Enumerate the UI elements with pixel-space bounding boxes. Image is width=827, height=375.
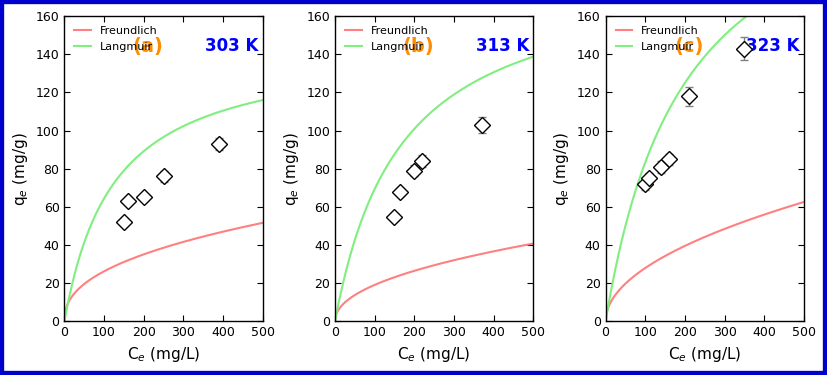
- Line: Langmuir: Langmuir: [605, 0, 804, 320]
- Langmuir: [758, 2, 768, 6]
- Langmuir: [528, 54, 538, 59]
- Freundlich: [758, 213, 768, 217]
- Freundlich: [351, 292, 361, 297]
- Line: Langmuir: Langmuir: [65, 100, 262, 320]
- Y-axis label: q$_e$ (mg/g): q$_e$ (mg/g): [11, 132, 30, 206]
- Text: (c): (c): [674, 38, 704, 57]
- Text: (b): (b): [403, 38, 434, 57]
- Freundlich: [218, 230, 227, 234]
- Freundlich: [755, 214, 765, 218]
- Langmuir: [330, 318, 340, 322]
- Langmuir: [410, 126, 420, 130]
- Langmuir: [214, 110, 224, 114]
- Legend: Freundlich, Langmuir: Freundlich, Langmuir: [70, 22, 162, 56]
- Freundlich: [214, 230, 224, 235]
- Freundlich: [80, 281, 90, 286]
- Langmuir: [418, 118, 428, 123]
- Freundlich: [528, 242, 538, 246]
- Line: Freundlich: Freundlich: [605, 202, 804, 318]
- Freundlich: [688, 240, 698, 244]
- Langmuir: [195, 116, 205, 121]
- Langmuir: [755, 4, 765, 9]
- Langmuir: [146, 143, 156, 147]
- Freundlich: [418, 266, 428, 271]
- Langmuir: [688, 69, 698, 74]
- Langmuir: [140, 148, 150, 153]
- Freundlich: [60, 314, 69, 318]
- Langmuir: [257, 98, 267, 102]
- Line: Freundlich: Freundlich: [65, 223, 262, 316]
- Freundlich: [466, 254, 476, 258]
- Freundlich: [410, 268, 420, 273]
- Langmuir: [488, 70, 498, 75]
- Langmuir: [681, 80, 691, 84]
- Freundlich: [140, 252, 150, 256]
- Freundlich: [146, 249, 156, 254]
- Freundlich: [257, 220, 267, 225]
- Langmuir: [621, 222, 631, 226]
- Freundlich: [600, 315, 610, 320]
- Langmuir: [466, 82, 476, 86]
- Freundlich: [195, 235, 205, 240]
- X-axis label: C$_e$ (mg/L): C$_e$ (mg/L): [668, 345, 741, 364]
- Freundlich: [737, 220, 747, 225]
- Freundlich: [330, 316, 340, 321]
- Text: 303 K: 303 K: [205, 38, 259, 56]
- X-axis label: C$_e$ (mg/L): C$_e$ (mg/L): [127, 345, 200, 364]
- Freundlich: [485, 250, 495, 255]
- Langmuir: [80, 238, 90, 243]
- Langmuir: [737, 18, 747, 22]
- Langmuir: [60, 318, 69, 322]
- Y-axis label: q$_e$ (mg/g): q$_e$ (mg/g): [282, 132, 301, 206]
- Langmuir: [600, 318, 610, 322]
- Y-axis label: q$_e$ (mg/g): q$_e$ (mg/g): [552, 132, 571, 206]
- Legend: Freundlich, Langmuir: Freundlich, Langmuir: [341, 22, 433, 56]
- Text: (a): (a): [132, 38, 163, 57]
- Freundlich: [621, 281, 631, 285]
- Text: 323 K: 323 K: [747, 38, 800, 56]
- Line: Langmuir: Langmuir: [335, 57, 533, 320]
- Line: Freundlich: Freundlich: [335, 244, 533, 318]
- Langmuir: [351, 236, 361, 240]
- Langmuir: [485, 72, 495, 76]
- Text: 313 K: 313 K: [476, 38, 529, 56]
- Freundlich: [488, 249, 498, 254]
- X-axis label: C$_e$ (mg/L): C$_e$ (mg/L): [398, 345, 471, 364]
- Freundlich: [799, 200, 809, 204]
- Freundlich: [681, 243, 691, 248]
- Legend: Freundlich, Langmuir: Freundlich, Langmuir: [611, 22, 703, 56]
- Langmuir: [218, 109, 227, 113]
